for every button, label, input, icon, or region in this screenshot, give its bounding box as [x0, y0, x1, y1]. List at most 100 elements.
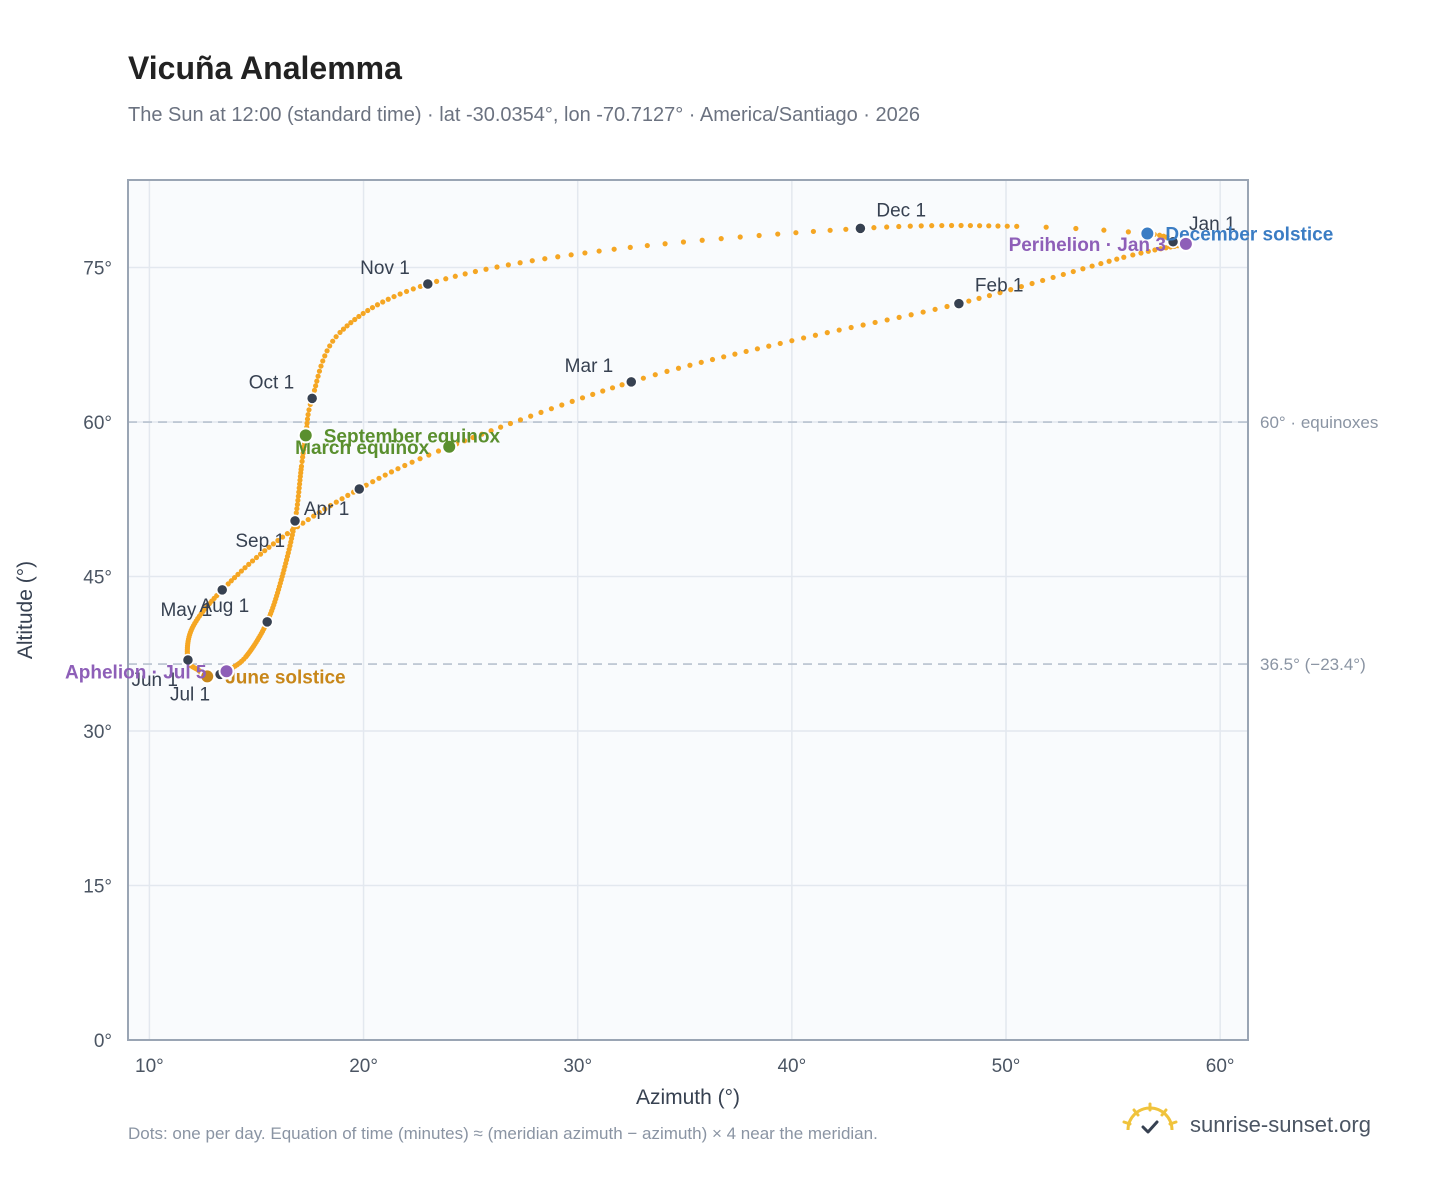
daily-sun-dot: [1121, 254, 1127, 260]
month-label: Nov 1: [360, 258, 410, 279]
daily-sun-dot: [548, 406, 554, 412]
sun-logo-icon: [1122, 1102, 1178, 1134]
x-axis-title: Azimuth (°): [636, 1086, 740, 1109]
daily-sun-dot: [600, 388, 606, 394]
daily-sun-dot: [793, 230, 799, 236]
reference-line-label: 60° · equinoxes: [1260, 413, 1378, 432]
event-marker: [199, 668, 216, 685]
event-label: Perihelion · Jan 3: [1009, 235, 1166, 256]
daily-sun-dot: [395, 466, 401, 472]
daily-sun-dot: [435, 448, 442, 454]
daily-sun-dot: [311, 513, 317, 519]
daily-sun-dot: [1145, 248, 1151, 254]
daily-sun-dot: [370, 479, 376, 485]
daily-sun-dot: [652, 372, 658, 378]
daily-sun-dot: [721, 354, 727, 360]
month-label: Dec 1: [876, 200, 926, 221]
daily-sun-dot: [871, 225, 877, 231]
daily-sun-dot: [305, 412, 311, 418]
daily-sun-dot: [426, 452, 432, 458]
daily-sun-dot: [1152, 247, 1158, 253]
daily-sun-dot: [333, 499, 339, 505]
month-label: Mar 1: [565, 356, 614, 377]
daily-sun-dot: [644, 242, 650, 249]
event-marker: [441, 438, 458, 455]
daily-sun-dot: [1089, 263, 1095, 269]
daily-sun-dot: [246, 561, 252, 567]
daily-sun-dot: [517, 417, 524, 423]
daily-sun-dot: [662, 241, 668, 247]
daily-sun-dot: [262, 548, 268, 554]
daily-sun-dot: [680, 239, 687, 245]
daily-sun-dot: [929, 223, 935, 229]
daily-sun-dot: [812, 332, 819, 338]
daily-sun-dot: [611, 246, 617, 252]
daily-sun-dot: [299, 458, 305, 464]
daily-sun-dot: [327, 343, 333, 349]
daily-sun-dot: [249, 558, 256, 564]
daily-sun-dot: [986, 223, 992, 229]
daily-sun-dot: [579, 395, 586, 401]
y-axis-title: Altitude (°): [14, 561, 37, 659]
daily-sun-dot: [1018, 283, 1024, 290]
daily-sun-dot: [1098, 260, 1104, 267]
daily-sun-dot: [1014, 223, 1020, 229]
daily-sun-dot: [284, 531, 291, 537]
daily-sun-dot: [896, 314, 902, 320]
daily-sun-dot: [507, 420, 514, 427]
daily-sun-dot: [322, 506, 328, 512]
daily-sun-dot: [318, 363, 324, 369]
daily-sun-dot: [322, 353, 328, 359]
daily-sun-dot: [352, 316, 358, 323]
daily-sun-dot: [324, 348, 330, 354]
event-label: March equinox: [295, 438, 430, 459]
daily-sun-dot: [1163, 245, 1169, 251]
daily-sun-dot: [827, 227, 833, 233]
daily-sun-dot: [944, 303, 950, 310]
daily-sun-dot: [687, 362, 693, 368]
daily-sun-dot: [737, 234, 743, 240]
daily-sun-dot: [275, 537, 281, 544]
daily-sun-dot: [410, 286, 416, 292]
daily-sun-dot: [333, 334, 339, 340]
daily-sun-dot: [462, 438, 468, 444]
daily-sun-dot: [402, 462, 408, 469]
daily-sun-dot: [555, 254, 561, 260]
daily-sun-dot: [417, 456, 423, 462]
daily-sun-dot: [483, 266, 489, 272]
daily-sun-dot: [1157, 232, 1163, 238]
event-marker: [218, 663, 235, 680]
daily-sun-dot: [242, 565, 248, 571]
x-tick-label: 50°: [992, 1056, 1021, 1077]
daily-sun-dot: [699, 237, 705, 243]
footnote: Dots: one per day. Equation of time (min…: [128, 1124, 878, 1143]
daily-sun-dot: [884, 317, 890, 323]
daily-sun-dot: [388, 469, 395, 475]
month-marker: [421, 277, 435, 291]
daily-sun-dot: [294, 501, 301, 508]
brand-logo[interactable]: sunrise-sunset.org: [1120, 1100, 1400, 1150]
daily-sun-dot: [775, 231, 781, 237]
daily-sun-dot: [296, 489, 302, 495]
daily-sun-dot: [385, 296, 391, 302]
daily-sun-dot: [789, 338, 795, 344]
event-label: Aphelion · Jul 5: [65, 662, 207, 683]
daily-sun-dot: [279, 534, 286, 540]
daily-sun-dot: [590, 391, 596, 397]
daily-sun-dot: [732, 351, 738, 357]
daily-sun-dot: [304, 416, 311, 422]
daily-sun-dot: [327, 502, 334, 509]
daily-sun-dot: [824, 330, 830, 336]
month-marker: [215, 583, 229, 597]
daily-sun-dot: [538, 409, 544, 415]
daily-sun-dot: [369, 304, 376, 311]
daily-sun-dot: [568, 252, 574, 258]
daily-sun-dot: [995, 223, 1001, 229]
daily-sun-dot: [409, 459, 415, 465]
daily-sun-dot: [498, 424, 504, 430]
daily-sun-dot: [1008, 287, 1014, 293]
daily-sun-dot: [235, 571, 241, 577]
daily-sun-dot: [766, 343, 772, 349]
daily-sun-dot: [337, 329, 343, 336]
